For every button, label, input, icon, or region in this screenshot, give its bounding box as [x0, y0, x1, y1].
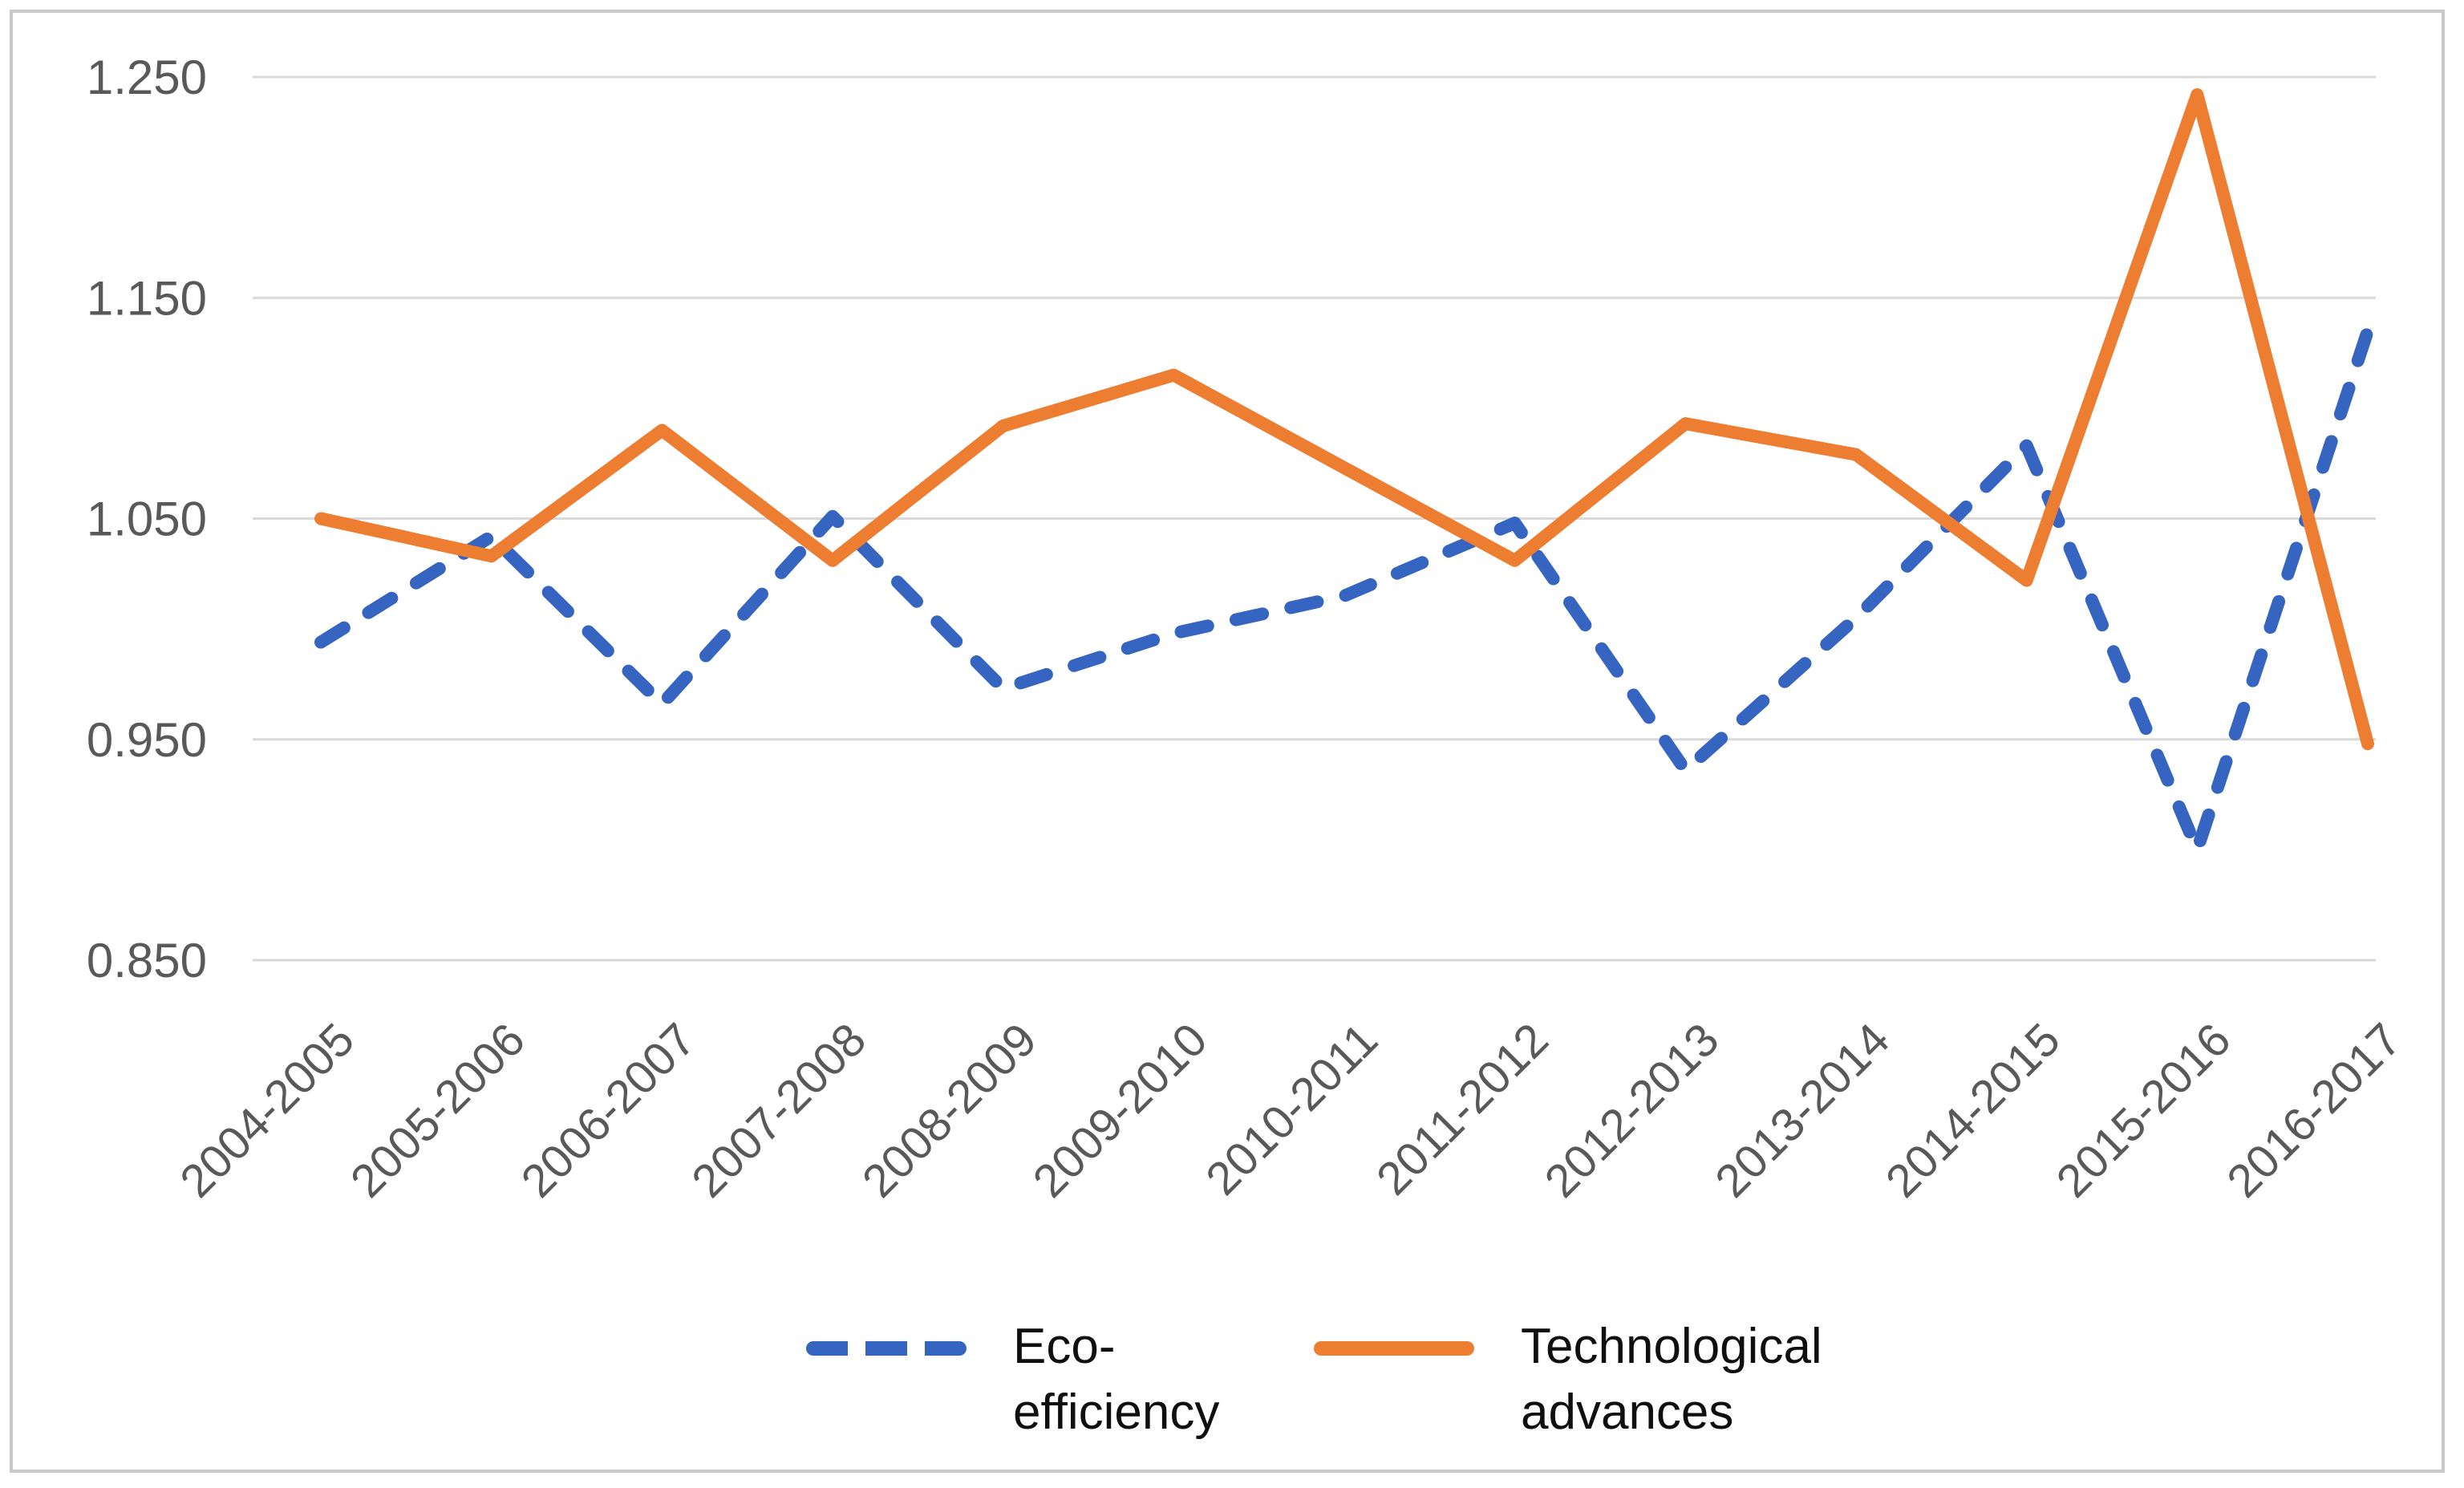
- eco-efficiency-line: [314, 324, 2374, 857]
- x-axis-tick-label: 2009-2010: [1023, 1013, 1217, 1207]
- x-axis-tick-label: 2016-2017: [2217, 1013, 2411, 1207]
- x-axis-tick-label: 2008-2009: [853, 1013, 1047, 1207]
- x-axis-tick-labels: 2004-20052005-20062006-20072007-20082008…: [170, 1013, 2411, 1207]
- y-axis-tick-label: 1.050: [87, 493, 207, 546]
- x-axis-tick-label: 2007-2008: [682, 1013, 876, 1207]
- y-axis-tick-labels: 0.850 0.950 1.050 1.150 1.250: [87, 51, 207, 987]
- x-axis-tick-label: 2004-2005: [170, 1013, 364, 1207]
- y-axis-tick-label: 1.150: [87, 271, 207, 325]
- x-axis-tick-label: 2012-2013: [1534, 1013, 1728, 1207]
- gridlines: [253, 75, 2376, 962]
- x-axis-tick-label: 2011-2012: [1367, 1013, 1558, 1205]
- x-axis-tick-label: 2006-2007: [511, 1013, 705, 1207]
- x-axis-tick-label: 2014-2015: [1876, 1013, 2070, 1207]
- x-axis-tick-label: 2013-2014: [1705, 1013, 1899, 1207]
- technological-advances-line: [314, 88, 2374, 751]
- x-axis-tick-label: 2015-2016: [2046, 1013, 2240, 1207]
- legend: Eco-efficiency Technological advances: [806, 1314, 1898, 1445]
- technological-advances-solid-swatch-icon: [1314, 1341, 1474, 1356]
- y-axis-tick-label: 0.850: [87, 934, 207, 987]
- eco-efficiency-dashed-swatch-icon: [806, 1341, 967, 1356]
- y-axis-tick-label: 1.250: [87, 51, 207, 104]
- legend-label-eco-efficiency: Eco-efficiency: [1013, 1319, 1220, 1440]
- y-axis-tick-label: 0.950: [87, 713, 207, 767]
- x-axis-tick-label: 2010-2011: [1196, 1013, 1388, 1205]
- legend-item-technological-advances: Technological advances: [1314, 1314, 1898, 1445]
- legend-label-technological-advances: Technological advances: [1521, 1319, 1822, 1440]
- figure-border: [10, 10, 2445, 1473]
- legend-item-eco-efficiency: Eco-efficiency: [806, 1314, 1270, 1445]
- x-axis-tick-label: 2005-2006: [341, 1013, 535, 1207]
